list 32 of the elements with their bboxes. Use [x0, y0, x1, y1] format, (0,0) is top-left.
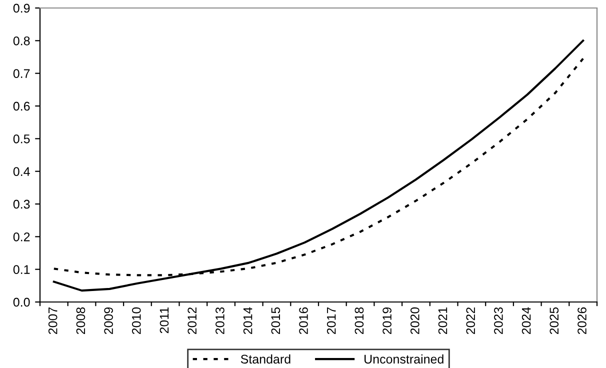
- y-tick-label: 0.7: [13, 69, 30, 78]
- x-tick-label: 2025: [550, 307, 559, 334]
- x-tick-label: 2018: [354, 307, 364, 334]
- x-tick-label: 2009: [104, 307, 113, 334]
- x-tick-label: 2010: [132, 307, 141, 334]
- y-tick-label: 0.9: [13, 4, 30, 13]
- x-tick-label: 2024: [522, 307, 531, 334]
- x-tick-label: 2015: [271, 307, 280, 334]
- y-tick-label: 0.6: [13, 102, 30, 111]
- x-tick-label: 2016: [299, 307, 308, 334]
- y-tick-label: 0.3: [13, 200, 30, 209]
- x-tick-label: 2022: [466, 307, 476, 334]
- y-tick-label: 0.5: [13, 134, 30, 144]
- y-tick-label: 0.2: [13, 232, 30, 242]
- x-tick-label: 2020: [410, 307, 420, 334]
- x-tick-label: 2014: [243, 307, 252, 334]
- y-tick-label: 0.1: [13, 265, 30, 274]
- x-tick-label: 2019: [382, 307, 392, 334]
- x-tick-label: 2008: [76, 307, 86, 334]
- x-tick-label: 2021: [438, 307, 448, 334]
- x-tick-label: 2026: [578, 307, 586, 334]
- legend-label: Unconstrained: [364, 354, 444, 364]
- legend-label: Standard: [240, 354, 290, 364]
- x-tick-label: 2017: [326, 307, 336, 334]
- y-tick-label: 0.4: [13, 167, 30, 176]
- y-tick-label: 0.8: [13, 36, 30, 46]
- x-tick-label: 2012: [188, 307, 197, 334]
- x-tick-label: 2013: [216, 307, 224, 334]
- x-tick-label: 2011: [160, 307, 169, 334]
- x-tick-label: 2023: [494, 307, 503, 334]
- y-tick-label: 0.0: [13, 298, 30, 307]
- x-tick-label: 2007: [48, 307, 58, 334]
